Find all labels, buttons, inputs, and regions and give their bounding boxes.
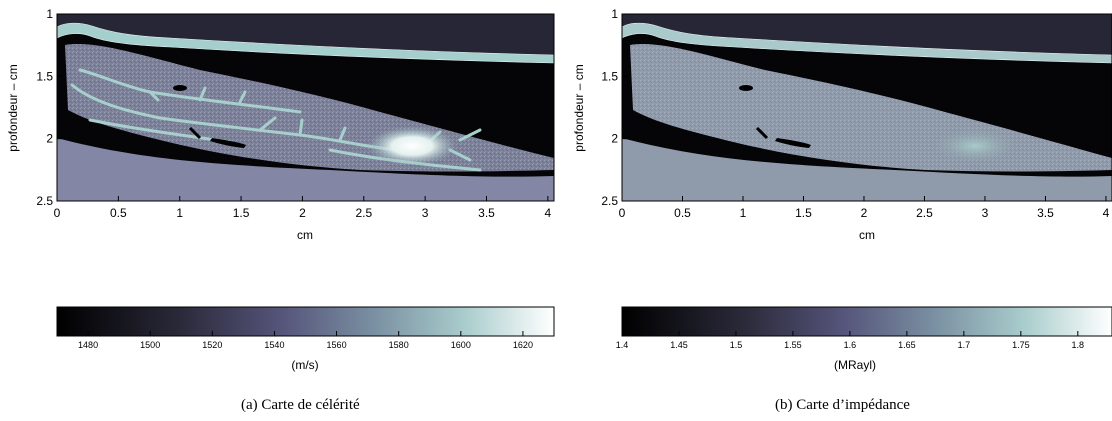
map-a-ytick-label: 1.5: [36, 69, 53, 83]
map-a-frame: [56, 13, 555, 202]
map-b-xtick-label: 1: [740, 206, 747, 220]
colorbar-b: 1.4 1.45 1.5 1.55 1.6 1.65 1.7 1.75 1.8 (MRayl): [616, 306, 1112, 372]
map-a-xlabel: cm: [297, 228, 313, 242]
map-a-xtick-label: 0: [54, 206, 61, 220]
map-b-inclusion-3: [755, 126, 769, 140]
map-b-frame: [621, 13, 1112, 202]
panel-b: 0 0.5 1 1.5 2 2.5 3 3.5 4 1 1.5 2 2.5 cm profondeur…: [572, 7, 1112, 413]
map-b-xtick-label: 0: [619, 206, 626, 220]
colorbar-a-tick-label: 1520: [202, 340, 222, 350]
colorbar-a-tick-label: 1540: [264, 340, 284, 350]
map-b-ytick-label: 1.5: [601, 69, 618, 83]
map-a-xtick-label: 3: [422, 206, 429, 220]
colorbar-a-tick-label: 1580: [389, 340, 409, 350]
colorbar-a-tick-label: 1620: [513, 340, 533, 350]
map-a-xtick-label: 2: [299, 206, 306, 220]
colorbar-b-tick-label: 1.75: [1012, 340, 1030, 350]
map-a-lower-tissue: [57, 138, 554, 201]
colorbar-b-tick-label: 1.65: [898, 340, 916, 350]
colorbar-a-tick-label: 1500: [140, 340, 160, 350]
map-b-lower-tissue: [622, 138, 1112, 201]
map-b-xtick-label: 4: [1103, 206, 1110, 220]
map-b-ytick-label: 2.5: [601, 194, 618, 208]
map-a-lesion: [367, 126, 457, 166]
colorbar-a-tick-label: 1480: [78, 340, 98, 350]
map-a-inclusion-2: [210, 138, 246, 148]
colorbar-b-tick-label: 1.55: [784, 340, 802, 350]
map-b-xtick-label: 3.5: [1037, 206, 1054, 220]
map-b-xlabel: cm: [859, 228, 875, 242]
map-a-xtick-label: 1: [176, 206, 183, 220]
map-a-xtick-label: 1.5: [233, 206, 250, 220]
colorbar-a-tick-label: 1560: [327, 340, 347, 350]
map-b-xtick-label: 0.5: [674, 206, 691, 220]
map-a-inclusion-1: [173, 85, 187, 91]
colorbar-b-tick-label: 1.7: [958, 340, 971, 350]
map-a-ytick-label: 2: [46, 132, 53, 146]
panel-a: 0 0.5 1 1.5 2 2.5 3 3.5 4 1 1.5 2 2.5 cm profondeur…: [6, 7, 555, 413]
map-a: 0 0.5 1 1.5 2 2.5 3 3.5 4 1 1.5 2 2.5 cm profondeur…: [6, 7, 555, 242]
map-a-xtick-label: 2.5: [355, 206, 372, 220]
map-b-ytick-label: 1: [611, 7, 618, 21]
map-a-ytick-label: 2.5: [36, 194, 53, 208]
colorbar-b-tick-label: 1.45: [670, 340, 688, 350]
colorbar-a-tick-label: 1600: [451, 340, 471, 350]
colorbar-a-label: (m/s): [291, 358, 318, 372]
map-a-inclusion-3: [188, 126, 202, 140]
map-b-inclusion-1: [739, 85, 753, 91]
colorbar-b-tick-label: 1.6: [844, 340, 857, 350]
caption-b: (b) Carte d’impédance: [775, 397, 910, 413]
map-b: 0 0.5 1 1.5 2 2.5 3 3.5 4 1 1.5 2 2.5 cm profondeur…: [572, 7, 1112, 242]
map-a-xtick-label: 0.5: [110, 206, 127, 220]
map-b-lesion: [930, 128, 1020, 164]
map-b-xtick-label: 3: [982, 206, 989, 220]
map-b-xtick-label: 2: [861, 206, 868, 220]
colorbar-a: 1480 1500 1520 1540 1560 1580 1600 1620 (m/s): [56, 306, 555, 372]
map-a-ytick-label: 1: [46, 7, 53, 21]
map-b-xtick-label: 1.5: [795, 206, 812, 220]
colorbar-b-tick-label: 1.4: [616, 340, 629, 350]
colorbar-a-gradient: [56, 306, 555, 337]
map-b-ylabel: profondeur – cm: [572, 64, 586, 151]
colorbar-b-gradient: [621, 306, 1112, 337]
colorbar-b-label: (MRayl): [834, 358, 876, 372]
colorbar-b-tick-label: 1.8: [1072, 340, 1085, 350]
caption-a: (a) Carte de célérité: [241, 397, 360, 413]
map-b-inclusion-2: [775, 138, 811, 148]
map-b-xtick-label: 2.5: [916, 206, 933, 220]
map-a-xtick-label: 3.5: [478, 206, 495, 220]
map-b-ytick-label: 2: [611, 132, 618, 146]
colorbar-b-tick-label: 1.5: [730, 340, 743, 350]
map-a-ylabel: profondeur – cm: [6, 64, 20, 151]
map-a-xtick-label: 4: [545, 206, 552, 220]
